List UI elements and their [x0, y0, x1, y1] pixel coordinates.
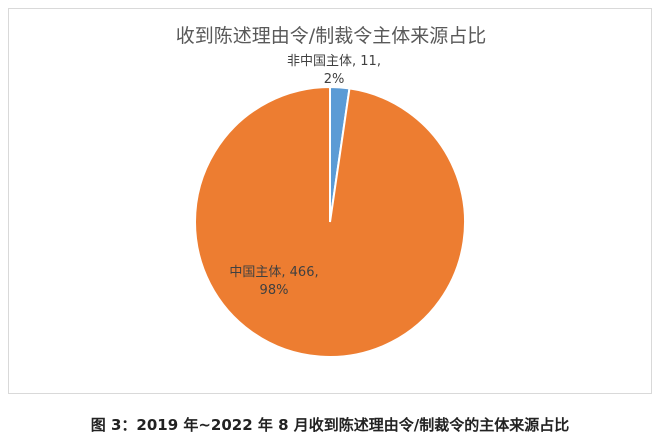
data-label-non-chinese-line2: 2% — [323, 72, 345, 87]
data-label-chinese: 中国主体, 466, 98% — [209, 264, 339, 300]
chart-frame: 收到陈述理由令/制裁令主体来源占比 非中国主体, 11, 2% 中国主体, 46… — [8, 8, 652, 394]
data-label-chinese-line1: 中国主体, 466, — [229, 265, 319, 280]
pie-slice-chinese — [193, 85, 466, 358]
figure-caption: 图 3：2019 年~2022 年 8 月收到陈述理由令/制裁令的主体来源占比 — [90, 416, 570, 434]
pie-chart — [193, 85, 466, 358]
data-label-non-chinese: 非中国主体, 11, 2% — [269, 53, 399, 89]
data-label-chinese-line2: 98% — [259, 283, 289, 298]
chart-title: 收到陈述理由令/制裁令主体来源占比 — [175, 25, 487, 47]
data-label-non-chinese-line1: 非中国主体, 11, — [287, 54, 381, 69]
